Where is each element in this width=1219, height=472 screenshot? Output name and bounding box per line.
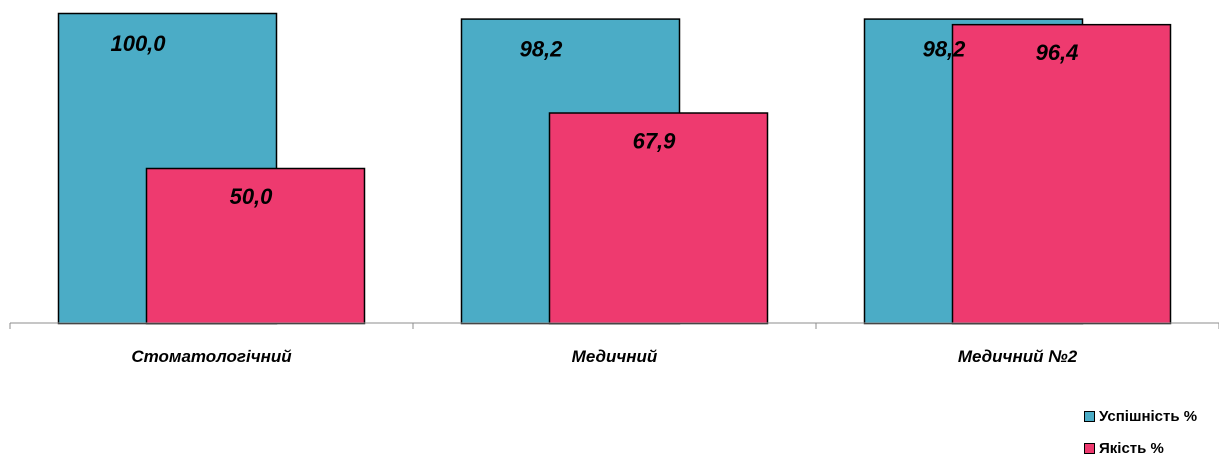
legend-swatch-series-1 — [1084, 411, 1095, 422]
data-label-series-1-3: 98,2 — [923, 37, 967, 62]
legend-label-series-2: Якість % — [1099, 440, 1164, 457]
category-label-3: Медичний №2 — [958, 347, 1078, 366]
data-label-series-1-2: 98,2 — [520, 37, 564, 62]
data-labels-layer: 100,0 50,0 98,2 67,9 98,2 96,4 — [110, 31, 1078, 209]
legend-label-series-1: Успішність % — [1099, 408, 1198, 425]
legend: Успішність % Якість % — [1084, 406, 1197, 470]
bars-layer — [57, 12, 1172, 325]
x-axis-ticks — [9, 323, 1219, 329]
category-label-1: Стоматологічний — [131, 347, 292, 366]
category-label-2: Медичний — [572, 347, 658, 366]
bar-series-2-3 — [951, 23, 1172, 325]
legend-item-series-2: Якість % — [1084, 438, 1197, 459]
bar-series-2-1 — [145, 167, 366, 325]
bar-series-2-2 — [548, 112, 769, 325]
category-labels: Стоматологічний Медичний Медичний №2 — [131, 347, 1077, 366]
legend-item-series-1: Успішність % — [1084, 406, 1197, 427]
data-label-series-2-2: 67,9 — [633, 129, 677, 154]
data-label-series-2-1: 50,0 — [230, 184, 274, 209]
legend-swatch-series-2 — [1084, 443, 1095, 454]
data-label-series-2-3: 96,4 — [1036, 40, 1079, 65]
data-label-series-1-1: 100,0 — [110, 31, 166, 56]
